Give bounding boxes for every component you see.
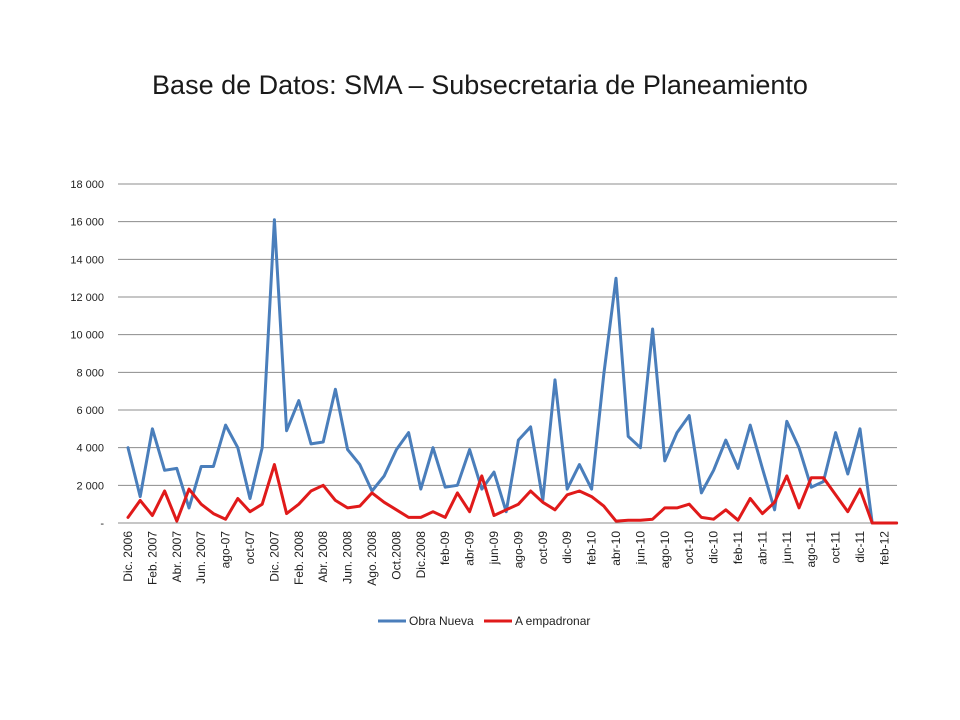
x-tick-label: Feb. 2008 bbox=[292, 531, 306, 585]
x-tick-label: oct-10 bbox=[682, 531, 696, 565]
x-tick-label: jun-09 bbox=[487, 531, 501, 566]
legend-label: Obra Nueva bbox=[409, 614, 474, 628]
y-tick-label: 14 000 bbox=[70, 254, 104, 266]
y-tick-label: 6 000 bbox=[76, 405, 104, 417]
x-tick-label: jun-10 bbox=[633, 531, 647, 566]
x-tick-label: Abr. 2008 bbox=[316, 531, 330, 583]
x-tick-label: dic-10 bbox=[707, 531, 721, 564]
x-tick-label: feb-09 bbox=[438, 531, 452, 565]
x-tick-label: dic-09 bbox=[560, 531, 574, 564]
x-tick-label: abr-09 bbox=[463, 531, 477, 566]
x-tick-label: Dic. 2006 bbox=[121, 531, 135, 582]
y-tick-label: 10 000 bbox=[70, 330, 104, 342]
x-tick-label: oct-11 bbox=[829, 531, 843, 564]
x-tick-label: jun-11 bbox=[780, 531, 794, 565]
x-tick-label: ago-10 bbox=[658, 531, 672, 569]
x-tick-label: Jun. 2008 bbox=[341, 531, 355, 584]
x-tick-label: Oct.2008 bbox=[389, 531, 403, 580]
x-tick-label: Dic. 2007 bbox=[267, 531, 281, 582]
x-tick-label: oct-07 bbox=[243, 531, 257, 565]
x-tick-label: abr-10 bbox=[609, 531, 623, 566]
legend: Obra Nueva A empadronar bbox=[378, 614, 590, 628]
x-tick-label: Feb. 2007 bbox=[145, 531, 159, 585]
x-tick-label: ago-11 bbox=[804, 531, 818, 568]
y-axis-tick-labels: - 2 000 4 000 6 000 8 000 10 000 12 000 14 000 1… bbox=[70, 179, 104, 530]
y-tick-label: 12 000 bbox=[70, 292, 104, 304]
x-tick-label: Ago. 2008 bbox=[365, 531, 379, 586]
x-tick-label: ago-07 bbox=[219, 531, 233, 569]
y-tick-label: 8 000 bbox=[76, 367, 104, 379]
y-tick-label: 4 000 bbox=[76, 443, 104, 455]
y-tick-label: 2 000 bbox=[76, 480, 104, 492]
x-tick-label: feb-12 bbox=[877, 531, 891, 565]
x-tick-label: oct-09 bbox=[536, 531, 550, 565]
x-tick-label: feb-11 bbox=[731, 531, 745, 564]
legend-label: A empadronar bbox=[515, 614, 590, 628]
x-tick-label: Jun. 2007 bbox=[194, 531, 208, 584]
series-line-obra-nueva bbox=[126, 218, 899, 525]
x-tick-label: abr-11 bbox=[755, 531, 769, 565]
y-tick-label: 16 000 bbox=[70, 217, 104, 229]
x-tick-label: Dic.2008 bbox=[414, 531, 428, 579]
series-line-a-empadronar bbox=[126, 463, 899, 525]
y-tick-label: 18 000 bbox=[70, 179, 104, 191]
x-tick-label: Abr. 2007 bbox=[170, 531, 184, 583]
chart-title: Base de Datos: SMA – Subsecretaria de Pl… bbox=[152, 70, 808, 100]
x-axis-tick-labels: Dic. 2006 Feb. 2007 Abr. 2007 Jun. 2007 ago-… bbox=[121, 531, 891, 586]
x-tick-label: dic-11 bbox=[853, 531, 867, 563]
series-lines bbox=[126, 218, 899, 525]
x-tick-label: ago-09 bbox=[511, 531, 525, 569]
x-tick-label: feb-10 bbox=[585, 531, 599, 565]
y-tick-label: - bbox=[100, 518, 104, 530]
gridlines bbox=[118, 183, 897, 524]
